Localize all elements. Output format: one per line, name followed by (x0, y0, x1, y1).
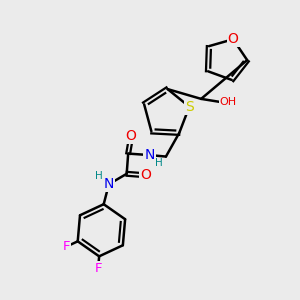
Text: F: F (94, 262, 102, 275)
Text: H: H (155, 158, 163, 168)
Text: F: F (63, 240, 70, 253)
Text: N: N (144, 148, 155, 162)
Text: H: H (95, 171, 103, 181)
Text: O: O (141, 168, 152, 182)
Text: O: O (126, 129, 136, 143)
Text: O: O (228, 32, 238, 46)
Text: OH: OH (220, 97, 237, 107)
Text: N: N (104, 177, 114, 191)
Text: S: S (185, 100, 194, 114)
